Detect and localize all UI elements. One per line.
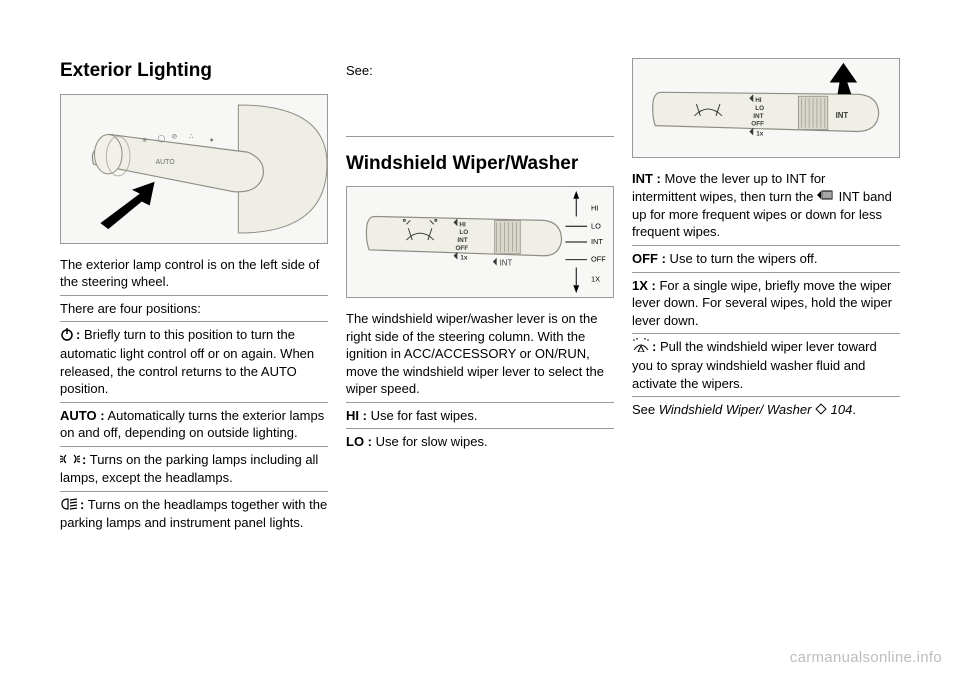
- svg-text:LO: LO: [459, 229, 468, 236]
- svg-text:LO: LO: [755, 105, 764, 112]
- see-ref-page: 104: [827, 402, 852, 417]
- lo-lead: LO :: [346, 434, 372, 449]
- ref-diamond-icon: [815, 403, 826, 414]
- colon-3: :: [80, 497, 84, 512]
- figure-label-auto: AUTO: [156, 159, 176, 166]
- para-position-headlamps: : Turns on the headlamps together with t…: [60, 492, 328, 536]
- svg-text:HI: HI: [459, 221, 466, 228]
- figure-wiper-lever-side: INT HI LO INT OFF 1x HI LO: [346, 186, 614, 298]
- off-lead: OFF :: [632, 251, 666, 266]
- colon-4: :: [652, 339, 656, 354]
- off-text: Use to turn the wipers off.: [666, 251, 818, 266]
- svg-text:✦: ✦: [209, 136, 215, 144]
- para-position-parking-text: Turns on the parking lamps including all…: [60, 452, 318, 485]
- svg-text:∴: ∴: [189, 133, 194, 140]
- svg-text:OFF: OFF: [751, 121, 764, 128]
- colon: :: [76, 327, 80, 342]
- para-int: INT : Move the lever up to INT for inter…: [632, 166, 900, 246]
- svg-text:LO: LO: [591, 221, 601, 230]
- para-lo: LO : Use for slow wipes.: [346, 429, 614, 455]
- para-four-positions: There are four positions:: [60, 296, 328, 323]
- svg-text:INT: INT: [457, 237, 467, 244]
- svg-text:1x: 1x: [756, 130, 764, 137]
- onex-lead: 1X :: [632, 278, 656, 293]
- onex-text: For a single wipe, briefly move the wipe…: [632, 278, 892, 328]
- svg-text:OFF: OFF: [591, 255, 606, 264]
- see-block: See:: [346, 58, 614, 137]
- see-ref-dot: .: [852, 402, 856, 417]
- para-see-ref: See Windshield Wiper/ Washer 104.: [632, 397, 900, 423]
- figure-wiper-lever-arrow: INT HI LO INT OFF 1x: [632, 58, 900, 158]
- column-2: See: Windshield Wiper/Washer INT: [346, 58, 614, 536]
- svg-text:⊘: ⊘: [171, 133, 177, 140]
- para-position-headlamps-text: Turns on the headlamps together with the…: [60, 497, 327, 530]
- heading-wiper-washer: Windshield Wiper/Washer: [346, 151, 614, 177]
- para-off: OFF : Use to turn the wipers off.: [632, 246, 900, 273]
- hi-text: Use for fast wipes.: [367, 408, 478, 423]
- column-1: Exterior Lighting ✳ ◯ ⊘ ∴ ✦ AUTO The ext…: [60, 58, 328, 536]
- figure-exterior-lamp-control: ✳ ◯ ⊘ ∴ ✦ AUTO: [60, 94, 328, 244]
- int-text-b: intermittent wipes, then turn the: [632, 189, 817, 204]
- para-position-parking: : Turns on the parking lamps including a…: [60, 447, 328, 492]
- svg-text:INT: INT: [753, 113, 763, 120]
- para-wiper-intro: The windshield wiper/washer lever is on …: [346, 306, 614, 403]
- headlamp-icon: [60, 497, 78, 515]
- lo-text: Use for slow wipes.: [372, 434, 488, 449]
- int-band-label: INT: [500, 259, 513, 268]
- colon-2: :: [82, 452, 86, 467]
- svg-text:1X: 1X: [591, 274, 600, 283]
- int-band-label-2: INT: [836, 111, 849, 120]
- para-hi: HI : Use for fast wipes.: [346, 403, 614, 430]
- svg-text:HI: HI: [591, 204, 598, 213]
- hi-lead: HI :: [346, 408, 367, 423]
- para-position-off: : Briefly turn to this position to turn …: [60, 322, 328, 402]
- int-lead: INT :: [632, 171, 661, 186]
- svg-text:OFF: OFF: [455, 245, 468, 252]
- off-symbol-icon: [60, 327, 74, 346]
- see-text: See: [632, 402, 659, 417]
- see-label: See:: [346, 63, 373, 78]
- para-position-off-text: Briefly turn to this position to turn th…: [60, 327, 314, 396]
- see-ref-title: Windshield Wiper/ Washer: [659, 402, 815, 417]
- parking-lamp-icon: [60, 452, 80, 470]
- svg-text:1x: 1x: [460, 255, 468, 262]
- page-columns: Exterior Lighting ✳ ◯ ⊘ ∴ ✦ AUTO The ext…: [0, 0, 960, 564]
- auto-lead: AUTO :: [60, 408, 105, 423]
- heading-exterior-lighting: Exterior Lighting: [60, 58, 328, 84]
- int-text-a: Move the lever up to INT for: [661, 171, 826, 186]
- int-band-icon: [817, 188, 833, 206]
- washer-spray-icon: [632, 338, 650, 357]
- para-control-location: The exterior lamp control is on the left…: [60, 252, 328, 296]
- svg-text:HI: HI: [755, 97, 762, 104]
- para-position-auto: AUTO : Automatically turns the exterior …: [60, 403, 328, 447]
- column-3: INT HI LO INT OFF 1x INT : Move the lev: [632, 58, 900, 536]
- svg-text:INT: INT: [591, 237, 603, 246]
- watermark: carmanualsonline.info: [790, 648, 942, 668]
- washer-pull-text: Pull the windshield wiper lever toward y…: [632, 339, 877, 390]
- para-washer-pull: : Pull the windshield wiper lever toward…: [632, 334, 900, 397]
- svg-text:✳: ✳: [142, 136, 148, 144]
- para-1x: 1X : For a single wipe, briefly move the…: [632, 273, 900, 335]
- svg-text:◯: ◯: [158, 134, 166, 142]
